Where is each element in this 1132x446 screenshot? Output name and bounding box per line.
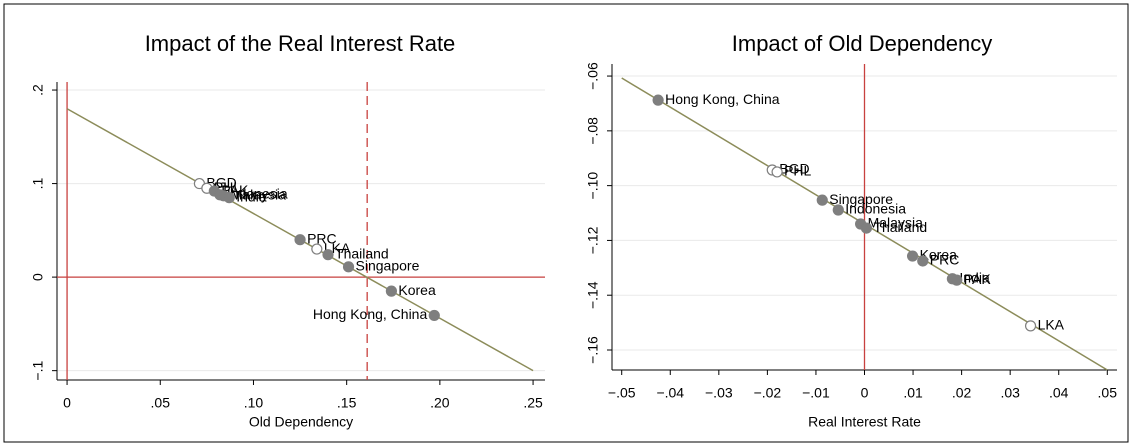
y-tick-label: .1: [30, 178, 46, 190]
y-tick-label: −.12: [585, 226, 601, 254]
data-point: [951, 274, 963, 286]
data-point: [816, 194, 828, 206]
data-point: [342, 261, 355, 273]
data-point: [223, 192, 235, 204]
y-tick-label: −.14: [585, 281, 601, 309]
data-point: [294, 234, 306, 246]
point-label: India: [959, 269, 990, 285]
x-tick-label: .15: [337, 395, 357, 411]
x-tick-label: .01: [903, 385, 923, 401]
x-tick-label: −.04: [656, 385, 684, 401]
chart-title: Impact of Old Dependency: [732, 31, 992, 56]
point-label: Thailand: [873, 219, 927, 235]
x-tick-label: 0: [63, 395, 71, 411]
point-label: LKA: [1038, 317, 1065, 333]
data-point: [1024, 320, 1037, 332]
data-point: [917, 255, 929, 267]
y-tick-label: 0: [30, 273, 46, 281]
y-tick-label: .2: [30, 84, 46, 96]
x-tick-label: .10: [244, 395, 264, 411]
point-label: PHL: [784, 163, 811, 179]
y-tick-label: −.06: [585, 62, 601, 90]
point-label: Thailand: [335, 245, 389, 261]
y-tick-label: −.16: [585, 336, 601, 364]
x-tick-label: .25: [523, 395, 543, 411]
y-tick-label: −.1: [30, 361, 46, 381]
data-point: [385, 285, 398, 297]
x-tick-label: .05: [151, 395, 171, 411]
frame: [3, 3, 1129, 443]
y-tick-label: −.08: [585, 117, 601, 145]
x-axis-title: Old Dependency: [249, 414, 353, 430]
point-label: Hong Kong, China: [313, 306, 428, 322]
x-axis-title: Real Interest Rate: [808, 414, 921, 430]
point-label: Singapore: [356, 258, 420, 274]
point-label: Korea: [398, 282, 436, 298]
chart-title: Impact of the Real Interest Rate: [145, 31, 456, 56]
x-tick-label: .20: [430, 395, 450, 411]
x-tick-label: .02: [952, 385, 972, 401]
point-label: Singapore: [829, 191, 893, 207]
data-point: [771, 166, 783, 178]
point-label: PRC: [930, 252, 960, 268]
x-tick-label: .04: [1049, 385, 1069, 401]
point-label: India: [236, 188, 267, 204]
point-label: Indonesia: [845, 201, 906, 217]
point-label: Malaysia: [868, 215, 923, 231]
data-point: [428, 309, 440, 322]
data-point: [322, 249, 334, 261]
point-label: PRC: [307, 230, 337, 246]
point-label: Korea: [920, 247, 958, 263]
x-tick-label: −.03: [705, 385, 733, 401]
x-tick-label: −.02: [754, 385, 782, 401]
point-label: Indonesia: [227, 186, 288, 202]
point-label: PAK: [964, 271, 992, 287]
x-tick-label: 0: [861, 385, 869, 401]
data-point: [860, 222, 873, 234]
y-tick-label: −.10: [585, 172, 601, 200]
data-point: [311, 243, 323, 255]
x-tick-label: .03: [1000, 385, 1020, 401]
point-label: BGD: [779, 161, 809, 177]
x-tick-label: −.05: [608, 385, 636, 401]
point-label: Malaysia: [231, 186, 286, 202]
data-point: [906, 250, 919, 262]
x-tick-label: −.01: [802, 385, 830, 401]
x-tick-label: .05: [1098, 385, 1118, 401]
data-point: [652, 94, 664, 106]
point-label: Hong Kong, China: [665, 91, 780, 107]
data-point: [832, 204, 844, 216]
